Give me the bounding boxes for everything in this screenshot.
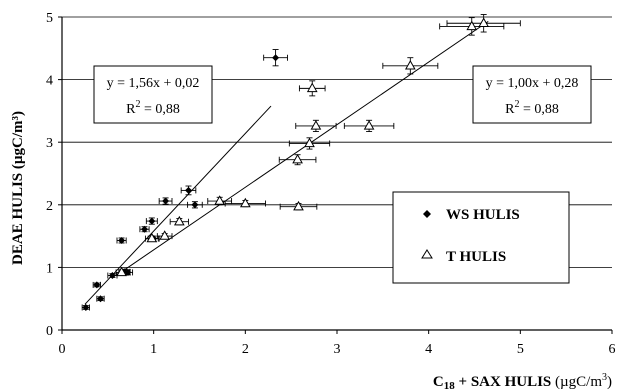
svg-text:y = 1,56x + 0,02: y = 1,56x + 0,02: [107, 76, 200, 91]
point-t-hulis-13: [466, 20, 478, 31]
point-ws-hulis-7: [141, 225, 148, 233]
tick-labels: 0 1 2 3 4 5 0 1 2 3 4 5 6: [46, 11, 616, 357]
point-t-hulis-14: [478, 17, 490, 27]
x-tick-label-5: 5: [517, 342, 524, 357]
point-t-hulis-12: [404, 60, 416, 70]
y-tick-label-2: 2: [46, 199, 53, 214]
point-ws-hulis-2: [97, 295, 104, 303]
y-tick-label-3: 3: [46, 136, 53, 151]
point-t-hulis-5: [239, 197, 251, 208]
legend-label-t-hulis: T HULIS: [446, 249, 506, 265]
point-t-hulis-3: [173, 215, 185, 226]
y-tick-label-5: 5: [46, 11, 53, 26]
svg-text:y = 1,00x + 0,28: y = 1,00x + 0,28: [486, 76, 579, 91]
legend-triangle-marker: [421, 249, 433, 259]
legend-label-ws-hulis: WS HULIS: [446, 207, 520, 223]
point-t-hulis-4: [214, 195, 226, 205]
point-ws-hulis-10: [162, 197, 170, 205]
point-ws-hulis-6: [124, 268, 132, 276]
equation-box-t-hulis: y = 1,00x + 0,28 R2 = 0,88: [472, 65, 592, 124]
y-axis-title: DEAE HULIS (µgC/m³): [10, 111, 26, 265]
svg-text:R2 = 0,88: R2 = 0,88: [505, 99, 559, 117]
x-tick-label-6: 6: [609, 342, 616, 357]
legend-diamond-marker: [423, 210, 431, 218]
point-ws-hulis-4: [118, 236, 126, 244]
x-tick-label-3: 3: [334, 342, 341, 357]
point-t-hulis-6: [293, 200, 304, 211]
x-tick-label-0: 0: [59, 342, 66, 357]
x-axis-title: C18 + SAX HULIS (µgC/m3): [433, 372, 612, 390]
point-ws-hulis-8: [148, 217, 156, 225]
point-t-hulis-10: [306, 82, 318, 93]
data-points: [82, 17, 490, 311]
point-t-hulis-9: [310, 120, 322, 130]
axes: [58, 16, 613, 334]
point-ws-hulis-3: [108, 272, 116, 280]
point-t-hulis-11: [363, 120, 375, 130]
point-t-hulis-1: [146, 232, 158, 243]
point-t-hulis-0: [116, 266, 127, 277]
point-ws-hulis-11: [191, 201, 199, 209]
equation-box-ws-hulis: y = 1,56x + 0,02 R2 = 0,88: [93, 65, 213, 124]
svg-text:R2 = 0,88: R2 = 0,88: [126, 99, 180, 117]
point-ws-hulis-12: [185, 186, 192, 194]
x-tick-label-2: 2: [242, 342, 249, 357]
y-tick-label-0: 0: [46, 324, 53, 339]
point-t-hulis-2: [159, 230, 171, 240]
x-tick-label-1: 1: [150, 342, 157, 357]
x-tick-label-4: 4: [425, 342, 432, 357]
y-tick-label-1: 1: [46, 261, 53, 276]
point-t-hulis-8: [304, 137, 315, 148]
y-tick-label-4: 4: [46, 74, 53, 89]
fit-line-t-hulis: [116, 20, 489, 276]
point-ws-hulis-13: [272, 54, 280, 62]
point-ws-hulis-0: [82, 303, 90, 311]
legend: WS HULIS T HULIS: [392, 191, 570, 284]
point-t-hulis-7: [292, 153, 303, 164]
point-ws-hulis-1: [93, 281, 101, 289]
